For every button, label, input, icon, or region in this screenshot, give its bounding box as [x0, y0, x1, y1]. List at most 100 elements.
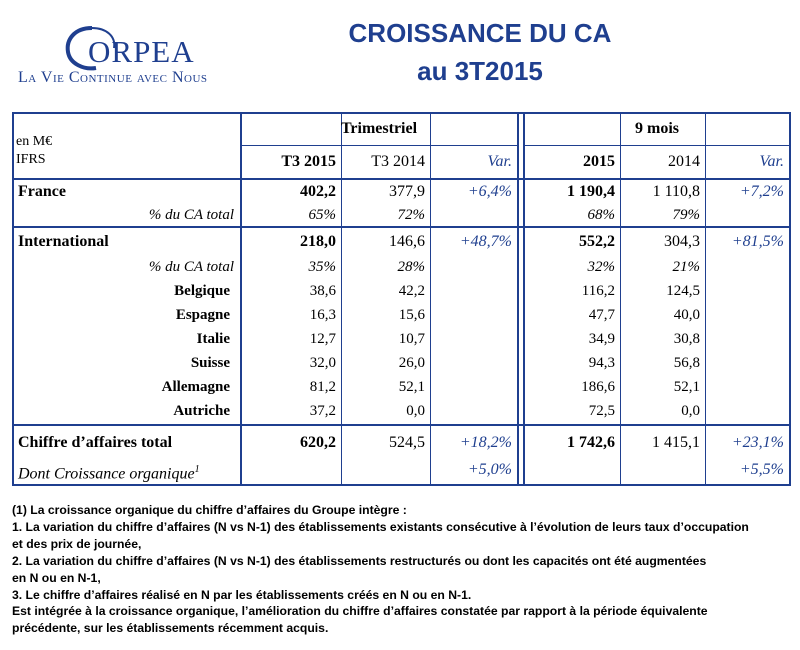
country-label: Autriche	[173, 403, 230, 419]
unit-label: en M€	[16, 134, 53, 149]
international-q-cur: 218,0	[300, 233, 336, 250]
country-m-cur: 116,2	[581, 283, 615, 299]
international-m-prev: 304,3	[664, 233, 700, 250]
international-share-label: % du CA total	[148, 259, 234, 275]
page-subtitle: au 3T2015	[417, 56, 543, 86]
footnote-line: 1. La variation du chiffre d’affaires (N…	[12, 519, 749, 534]
country-q-cur: 16,3	[309, 307, 336, 323]
country-m-cur: 186,6	[581, 379, 615, 395]
country-q-cur: 81,2	[309, 379, 336, 395]
country-q-prev: 26,0	[398, 355, 425, 371]
international-share-m-cur: 32%	[587, 259, 616, 275]
table-divider	[517, 112, 519, 486]
footnote-marker: 1	[194, 464, 200, 475]
france-q-var: +6,4%	[467, 183, 512, 200]
country-label: Espagne	[175, 307, 230, 323]
country-q-cur: 32,0	[309, 355, 336, 371]
header-q-var: Var.	[487, 153, 512, 170]
footnotes: (1) La croissance organique du chiffre d…	[12, 502, 797, 637]
logo-tagline: La Vie Continue avec Nous	[18, 69, 208, 86]
revenue-table: en M€ IFRS Trimestriel 9 mois T3 2015 T3…	[12, 112, 791, 486]
country-q-cur: 38,6	[309, 283, 336, 299]
header-m-cur: 2015	[583, 153, 615, 170]
table-border-right	[789, 112, 791, 486]
total-m-var: +23,1%	[731, 434, 784, 451]
organic-q-var: +5,0%	[467, 461, 512, 478]
france-q-prev: 377,9	[389, 183, 425, 200]
logo-wordmark: ORPEA	[88, 34, 195, 69]
country-label: Belgique	[174, 283, 230, 299]
country-m-cur: 34,9	[588, 331, 615, 347]
france-share-q-prev: 72%	[397, 207, 426, 223]
international-share-m-prev: 21%	[672, 259, 701, 275]
country-m-cur: 47,7	[588, 307, 615, 323]
footnote-line: en N ou en N-1,	[12, 570, 101, 585]
total-q-var: +18,2%	[459, 434, 512, 451]
france-share-m-cur: 68%	[587, 207, 616, 223]
france-m-cur: 1 190,4	[567, 183, 615, 200]
table-rule	[241, 145, 517, 146]
country-q-prev: 0,0	[406, 403, 425, 419]
country-q-cur: 12,7	[309, 331, 336, 347]
country-m-cur: 94,3	[588, 355, 615, 371]
country-m-prev: 124,5	[666, 283, 700, 299]
table-divider	[705, 112, 706, 486]
france-share-q-cur: 65%	[308, 207, 337, 223]
page-title: CROISSANCE DU CA	[348, 18, 612, 48]
header-m-var: Var.	[759, 153, 784, 170]
france-q-cur: 402,2	[300, 183, 336, 200]
table-rule	[12, 484, 791, 486]
international-share-q-cur: 35%	[308, 259, 337, 275]
table-rule	[12, 112, 791, 114]
nine-months-group-header: 9 mois	[635, 120, 679, 137]
international-share-q-prev: 28%	[397, 259, 426, 275]
orpea-logo: ORPEA La Vie Continue avec Nous	[12, 14, 227, 94]
country-m-prev: 40,0	[673, 307, 700, 323]
row-label-total: Chiffre d’affaires total	[18, 434, 173, 451]
footnote-line: précédente, sur les établissements récem…	[12, 621, 329, 636]
table-divider	[523, 112, 525, 486]
organic-label-text: Dont Croissance organique	[18, 465, 195, 483]
country-q-prev: 15,6	[398, 307, 425, 323]
logo-swoosh-icon	[65, 26, 116, 71]
table-divider	[341, 112, 342, 486]
table-divider	[620, 112, 621, 486]
international-m-cur: 552,2	[579, 233, 615, 250]
total-m-cur: 1 742,6	[567, 434, 615, 451]
country-q-cur: 37,2	[309, 403, 336, 419]
table-rule	[524, 145, 790, 146]
table-divider	[240, 112, 242, 486]
france-m-var: +7,2%	[739, 183, 784, 200]
footnote-line: et des prix de journée,	[12, 536, 142, 551]
table-border-left	[12, 112, 14, 486]
table-rule	[12, 178, 791, 180]
table-rule	[12, 424, 791, 426]
header-m-prev: 2014	[668, 153, 700, 170]
row-label-organic: Dont Croissance organique1	[18, 460, 200, 484]
country-m-prev: 56,8	[673, 355, 700, 371]
country-q-prev: 10,7	[398, 331, 425, 347]
total-q-cur: 620,2	[300, 434, 336, 451]
table-rule	[12, 226, 791, 228]
country-m-prev: 52,1	[673, 379, 700, 395]
france-share-m-prev: 79%	[672, 207, 701, 223]
row-label-france: France	[18, 183, 66, 200]
international-q-var: +48,7%	[459, 233, 512, 250]
footnote-line: 2. La variation du chiffre d’affaires (N…	[12, 553, 707, 568]
organic-m-var: +5,5%	[739, 461, 784, 478]
footnote-line: 3. Le chiffre d’affaires réalisé en N pa…	[12, 587, 472, 602]
header-q-cur: T3 2015	[281, 153, 336, 170]
ifrs-label: IFRS	[16, 152, 46, 167]
row-label-international: International	[18, 233, 109, 250]
country-q-prev: 42,2	[398, 283, 425, 299]
header-q-prev: T3 2014	[371, 153, 425, 170]
total-q-prev: 524,5	[389, 434, 425, 451]
table-divider	[430, 112, 431, 486]
quarterly-group-header: Trimestriel	[340, 120, 418, 137]
total-m-prev: 1 415,1	[652, 434, 700, 451]
international-q-prev: 146,6	[389, 233, 425, 250]
country-m-prev: 30,8	[673, 331, 700, 347]
country-label: Italie	[196, 331, 230, 347]
footnote-line: (1) La croissance organique du chiffre d…	[12, 503, 407, 517]
country-q-prev: 52,1	[398, 379, 425, 395]
